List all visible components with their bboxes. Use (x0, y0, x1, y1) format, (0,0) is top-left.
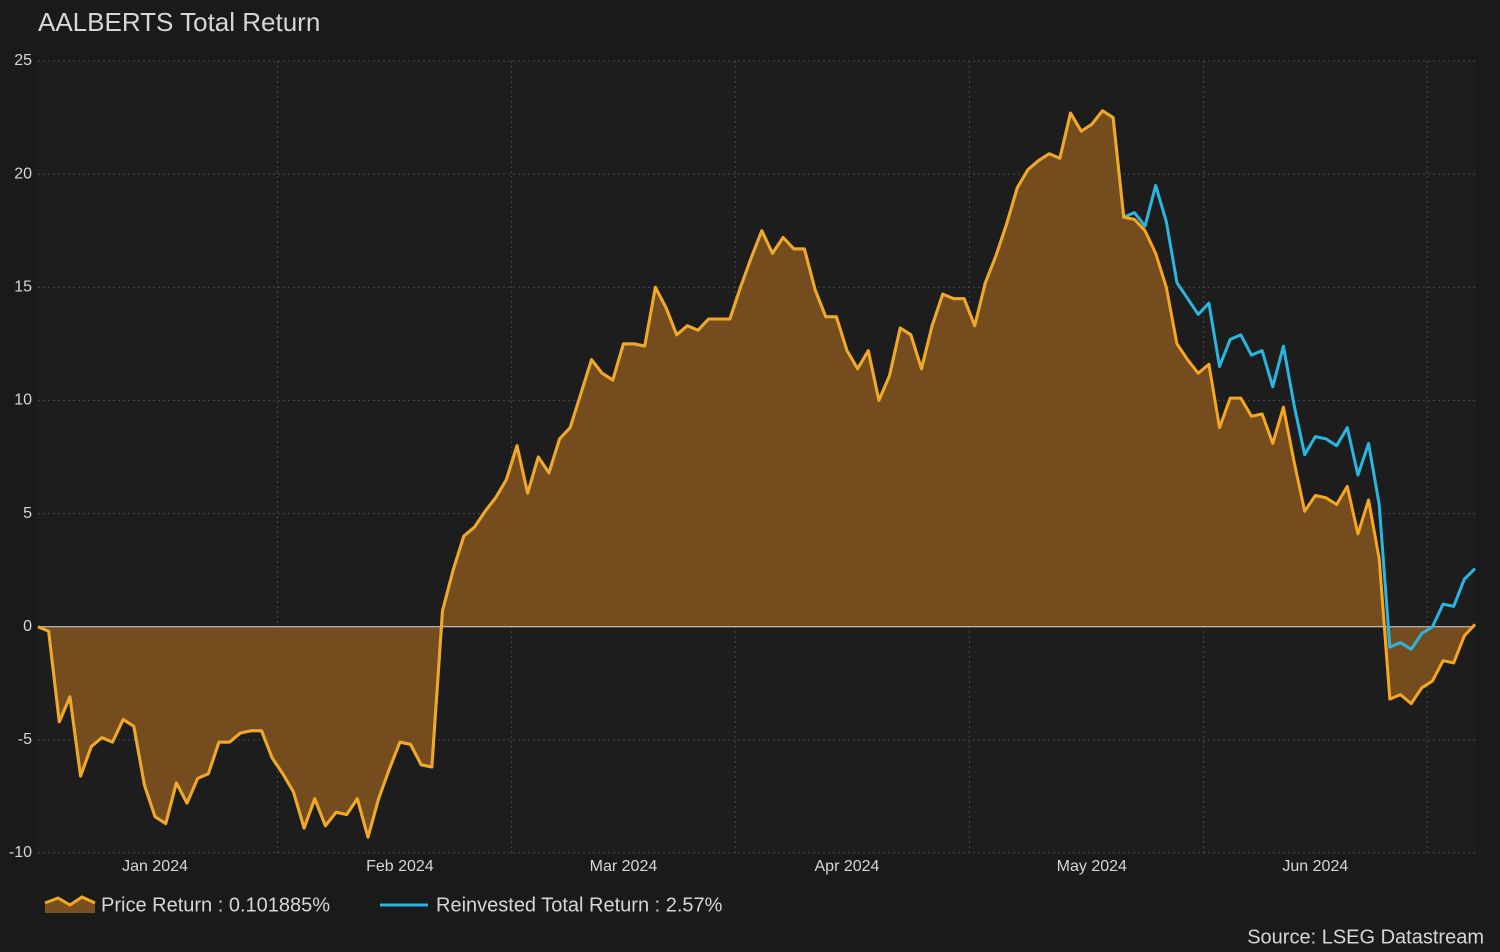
chart-title: AALBERTS Total Return (38, 7, 320, 37)
y-tick-label: -10 (9, 844, 32, 861)
y-tick-label: 20 (14, 165, 32, 182)
y-tick-label: 5 (23, 505, 32, 522)
legend-line (44, 895, 96, 907)
y-tick-label: 15 (14, 279, 32, 296)
y-tick-label: 0 (23, 618, 32, 635)
y-tick-label: 25 (14, 52, 32, 69)
x-tick-label: May 2024 (1057, 858, 1127, 875)
x-tick-label: Jan 2024 (122, 858, 188, 875)
area (38, 110, 1475, 838)
x-tick-label: Feb 2024 (366, 858, 434, 875)
x-tick-label: Jun 2024 (1282, 858, 1348, 875)
y-tick-label: -5 (18, 731, 32, 748)
line (37, 109, 1477, 839)
x-tick-label: Apr 2024 (815, 858, 880, 875)
legend-label: Price Return : 0.101885% (101, 894, 330, 916)
x-tick-label: Mar 2024 (590, 858, 658, 875)
legend-label: Reinvested Total Return : 2.57% (436, 894, 723, 916)
legend: Price Return : 0.101885% Reinvested Tota… (44, 894, 723, 916)
y-tick-label: 10 (14, 392, 32, 409)
source-note: Source: LSEG Datastream (1247, 926, 1484, 948)
